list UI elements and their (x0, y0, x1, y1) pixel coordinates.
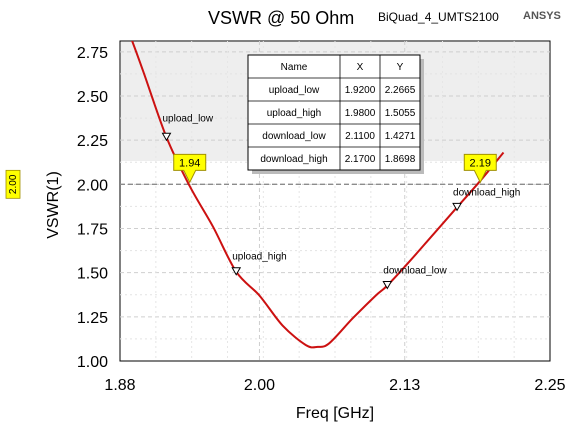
table-cell: upload_low (269, 85, 320, 96)
y-tick-label: 2.50 (77, 89, 108, 106)
table-frame (247, 54, 421, 171)
table-header-cell: X (357, 62, 364, 73)
marker-triangle (231, 267, 242, 276)
y-tick-label: 2.25 (77, 133, 108, 150)
table-cell: 2.1700 (345, 154, 376, 165)
crossing-label: 2.19 (470, 157, 491, 169)
y-tick-label: 2.75 (77, 45, 108, 62)
table-header-cell: Y (397, 62, 404, 73)
table-cell: 1.9800 (345, 108, 376, 119)
x-tick-label: 2.25 (534, 377, 565, 394)
table-cell: 2.1100 (345, 131, 375, 142)
marker-label: upload_high (232, 252, 287, 263)
y-tick-label: 1.75 (77, 222, 108, 239)
reference-line-value: 2.00 (8, 174, 19, 194)
x-tick-label: 2.00 (244, 377, 275, 394)
y-tick-label: 1.00 (77, 354, 108, 371)
marker-label: upload_low (162, 113, 213, 124)
y-axis-label: VSWR(1) (45, 171, 62, 239)
vswr-series-line (131, 41, 505, 349)
crossing-flags: 1.94 2.19 (173, 153, 497, 184)
x-tick-label: 2.13 (389, 377, 420, 394)
table-header-cell: Name (281, 62, 308, 73)
x-tick-label: 1.88 (104, 377, 135, 394)
marker-triangle (382, 281, 393, 290)
marker-triangle (452, 202, 462, 212)
table-cell: upload_high (267, 108, 322, 119)
y-tick-labels: 1.00 1.25 1.50 1.75 2.00 2.25 2.50 2.75 (77, 45, 108, 371)
y-tick-label: 1.50 (77, 266, 108, 283)
table-cell: 1.4271 (385, 131, 416, 142)
marker-label: download_low (383, 266, 447, 277)
y-tick-label: 1.25 (77, 310, 108, 327)
x-axis-label: Freq [GHz] (296, 405, 374, 422)
markers: upload_lowupload_highdownload_lowdownloa… (161, 113, 520, 290)
chart-title: VSWR @ 50 Ohm (208, 8, 354, 28)
table-cell: download_low (262, 131, 326, 142)
table-cell: 1.9200 (345, 85, 376, 96)
table-cell: 2.2665 (385, 85, 416, 96)
y-tick-label: 2.00 (77, 177, 108, 194)
brand-logo: ANSYS (523, 10, 561, 22)
crossing-label: 1.94 (179, 157, 200, 169)
marker-label: download_high (453, 187, 520, 198)
crossing-flag (463, 153, 497, 184)
reference-line-label: 2.00 (5, 169, 21, 199)
chart-subtitle: BiQuad_4_UMTS2100 (378, 10, 499, 24)
crossing-flag (173, 153, 207, 184)
marker-triangle (161, 132, 172, 142)
x-tick-labels: 1.88 2.00 2.13 2.25 (104, 377, 565, 394)
table-cell: download_high (260, 154, 327, 165)
table-cell: 1.8698 (385, 154, 416, 165)
table-cell: 1.5055 (385, 108, 416, 119)
